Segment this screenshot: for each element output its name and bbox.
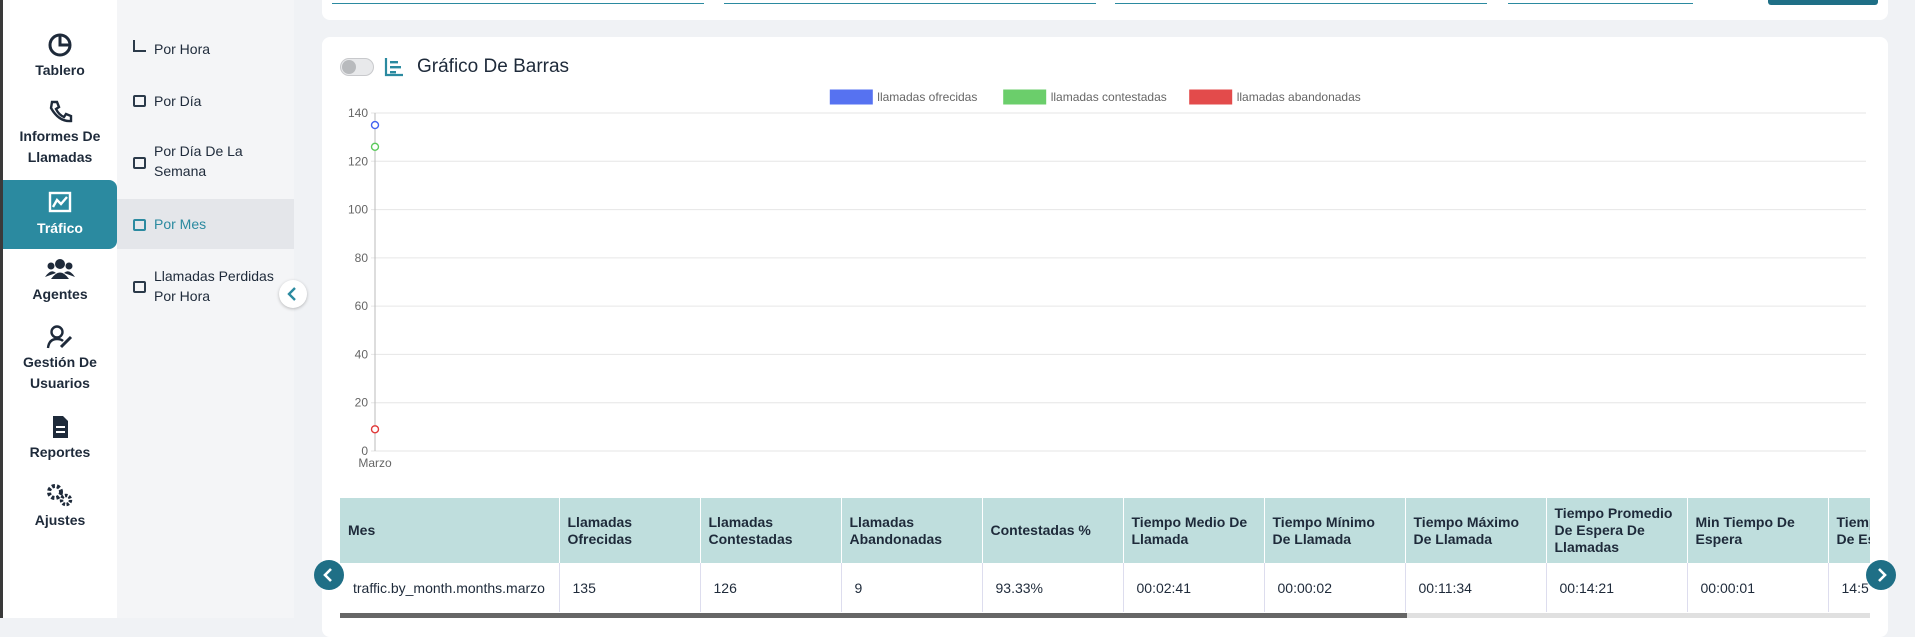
x-tick-label: Marzo [358,456,392,470]
scroll-right-button[interactable] [1866,560,1896,590]
submenu: Por Hora Por Día Por Día De La Semana Po… [117,0,294,618]
icon [133,157,146,169]
column-header: Llamadas Contestadas [700,498,842,563]
nav-item[interactable]: Tráfico [3,180,117,249]
nav-label: Gestión De Usuarios [23,354,97,391]
nav-item[interactable]: Agentes [3,256,117,311]
table-container: Mes Llamadas Ofrecidas Llamadas Contestada… [340,498,1870,612]
nav-item[interactable]: Reportes [3,414,117,469]
y-tick-label: 120 [348,154,368,168]
nav-label: Ajustes [34,512,86,528]
column-header: Tiempo Promedio De Espera De Llamadas [1546,498,1688,563]
y-tick-label: 20 [355,396,369,410]
submenu-item[interactable]: Por Mes [117,199,294,249]
y-tick-label: 60 [355,299,369,313]
submenu-label: Por Día [154,93,202,109]
y-tick-label: 80 [355,251,369,265]
submenu-item[interactable]: Llamadas Perdidas Por Hora [117,266,294,310]
table-cell: 126 [700,563,842,612]
table-cell: 93.33% [982,563,1124,612]
icon [133,219,146,231]
column-header: Mes [340,498,560,563]
scrollbar [340,613,1870,618]
submenu-label: Por Hora [154,41,211,57]
point [370,425,380,434]
icon [48,33,72,57]
table-cell: 00:11:34 [1405,563,1547,612]
icon [48,191,72,213]
legend-swatch [1189,89,1233,105]
submenu-label: Llamadas Perdidas Por Hora [154,268,274,304]
column-header: Tiempo Mínimo De Llamada [1264,498,1406,563]
nav-label: Tablero [35,62,85,78]
legend-label: llamadas abandonadas [1237,90,1361,104]
nav-item[interactable]: Informes De Llamadas [3,98,117,174]
point [370,142,380,152]
column-header: Llamadas Abandonadas [841,498,983,563]
header-row: Mes Llamadas Ofrecidas Llamadas Contestada… [340,498,1870,563]
submenu-item[interactable]: Por Hora [117,36,294,66]
icon [47,484,73,507]
nav-label: Agentes [32,286,88,302]
icon [49,100,73,123]
column-header: Tiempo Máximo De Llamada [1405,498,1547,563]
table-cell: 14:5 [1828,563,1870,612]
collapse-button[interactable] [279,280,307,308]
icon [384,58,403,77]
legend-label: llamadas ofrecidas [877,90,977,104]
filter-input[interactable] [724,3,1096,4]
point [370,120,380,130]
icon [287,287,296,301]
submenu-item[interactable]: Por Día De La Semana [117,141,294,185]
y-tick-label: 140 [348,106,368,120]
nav-item[interactable]: Tablero [3,32,117,87]
table-cell: 9 [841,563,983,612]
nav-label: Reportes [29,444,91,460]
legend-swatch [829,89,873,105]
y-tick-label: 40 [355,347,369,361]
icon [133,95,146,107]
column-header: Contestadas % [982,498,1124,563]
filter-input[interactable] [1115,3,1487,4]
table-cell: traffic.by_month.months.marzo [340,563,560,612]
icon [46,325,73,349]
column-header: Min Tiempo De Espera [1687,498,1829,563]
table-cell: 135 [559,563,701,612]
table-cell: 00:14:21 [1546,563,1688,612]
data-table: Mes Llamadas Ofrecidas Llamadas Contestada… [340,498,1870,612]
filter-input[interactable] [332,3,704,4]
table-cell: 00:02:41 [1123,563,1265,612]
icon [133,281,146,293]
nav-item[interactable]: Gestión De Usuarios [3,324,117,400]
search-button[interactable] [1768,0,1878,5]
submenu-label: Por Día De La Semana [154,143,243,179]
table-cell: 00:00:01 [1687,563,1829,612]
filter-bar [322,0,1888,20]
icon [45,259,75,279]
y-tick-label: 100 [348,203,368,217]
sidebar: Tablero Informes De Llamadas Tráfico Age… [0,0,117,618]
legend-swatch [1003,89,1047,105]
panel-title: Gráfico De Barras [417,56,570,77]
submenu-item[interactable]: Por Día [117,88,294,118]
toggle[interactable] [340,58,374,76]
column-header: Llamadas Ofrecidas [559,498,701,563]
chart: 0 20 40 60 80 100 120 140 Marzo llamadas ofrecida… [348,89,1866,470]
submenu-label: Por Mes [154,216,207,232]
legend-label: llamadas contestadas [1051,90,1167,104]
icon [53,416,68,438]
column-header: Tiempo Máximo De Espera [1828,498,1870,563]
nav-item[interactable]: Ajustes [3,482,117,537]
nav-label: Tráfico [37,220,83,236]
nav-label: Informes De Llamadas [19,128,101,165]
column-header: Tiempo Medio De Llamada [1123,498,1265,563]
scroll-left-button[interactable] [314,560,344,590]
table-row: traffic.by_month.months.marzo 135 126 9 93.3… [340,563,1870,612]
filter-input[interactable] [1508,3,1693,4]
icon [133,40,146,52]
y-tick-label: 0 [361,444,368,458]
table-cell: 00:00:02 [1264,563,1406,612]
